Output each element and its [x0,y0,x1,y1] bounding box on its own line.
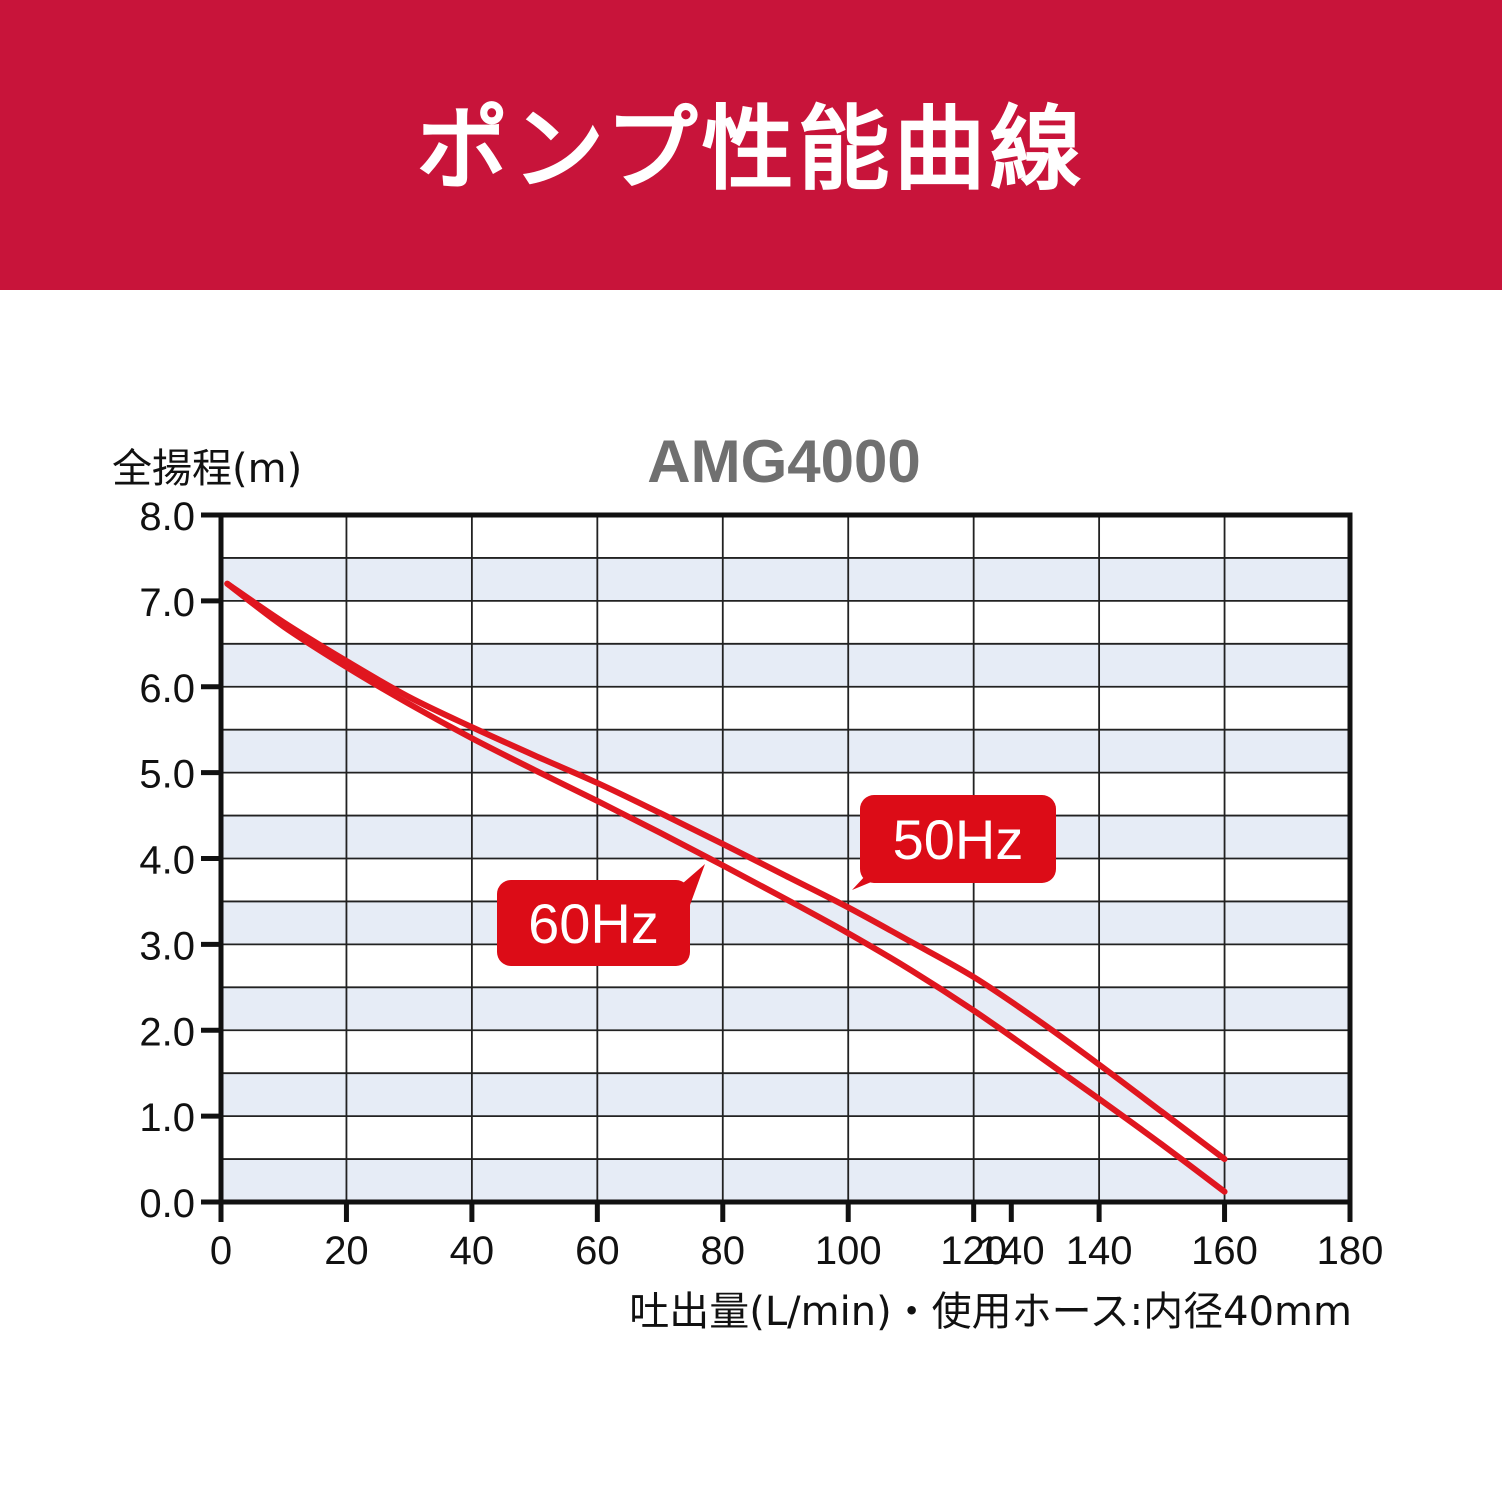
y-tick-label: 7.0 [139,581,195,625]
chart-title: AMG4000 [647,428,920,495]
stripe-band [221,987,1350,1031]
plot-grid [221,515,1350,1202]
label-box [860,795,1056,883]
x-tick-label: 180 [1317,1229,1384,1273]
x-tick-label: 20 [324,1229,369,1273]
label-text: 50Hz [893,808,1024,871]
series-line-60hz [224,580,1228,1195]
x-tick-label: 160 [1191,1229,1258,1273]
x-tick-label: 60 [575,1229,620,1273]
label-50hz: 50Hz [852,795,1056,890]
y-tick-label: 5.0 [139,753,195,797]
y-axis-label: 全揚程(m) [112,446,302,492]
x-tick-label: 140 [1066,1229,1133,1273]
page-title: ポンプ性能曲線 [416,95,1086,203]
x-tick-label: 120 [940,1229,1007,1273]
stripe-band [221,1073,1350,1117]
x-tick-label: 140 [978,1229,1045,1273]
x-axis-label: 吐出量(L/min)・使用ホース:内径40mm [629,1289,1352,1335]
y-tick-label: 0.0 [139,1182,195,1226]
stripe-band [221,557,1350,601]
stripe-band [221,901,1350,945]
header-banner: ポンプ性能曲線 [0,0,1502,290]
x-tick-label: 100 [815,1229,882,1273]
stripe-band [221,643,1350,687]
y-tick-label: 6.0 [139,667,195,711]
x-tick-label: 80 [701,1229,746,1273]
y-tick-label: 3.0 [139,924,195,968]
stripe-band [221,729,1350,773]
y-axis: 0.0 1.0 2.0 3.0 4.0 5.0 6.0 7.0 8.0 [139,495,221,1226]
y-tick-label: 1.0 [139,1096,195,1140]
stripe-band [221,815,1350,859]
y-tick-label: 8.0 [139,495,195,539]
y-tick-label: 2.0 [139,1010,195,1054]
y-tick-label: 4.0 [139,839,195,883]
label-60hz: 60Hz [497,864,705,966]
label-box [497,880,690,966]
series-curves [224,580,1228,1195]
series-labels: 50Hz 60Hz [497,795,1056,966]
stripe-band [221,1159,1350,1202]
x-tick-label: 40 [450,1229,495,1273]
series-line-50hz [224,580,1228,1163]
label-text: 60Hz [528,892,659,955]
x-tick-label: 0 [210,1229,232,1273]
